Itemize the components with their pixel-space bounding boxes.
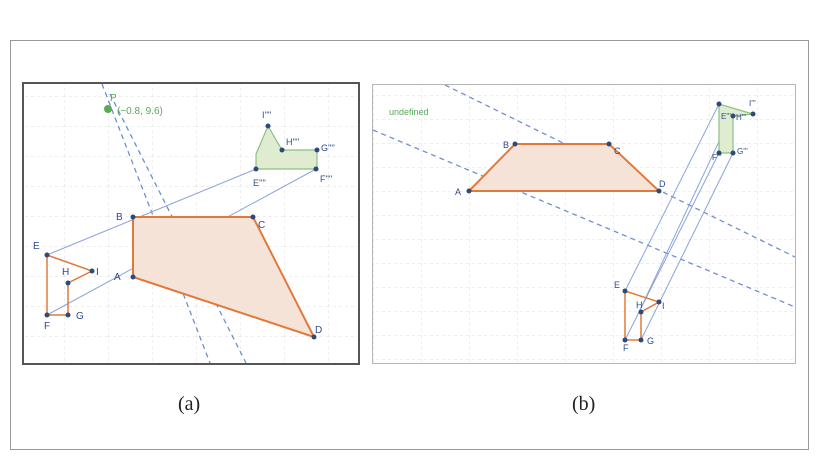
label-f: F [44, 321, 50, 332]
label-i: I [96, 267, 99, 278]
label-g2: G'''' [321, 143, 335, 153]
label-g: G [647, 336, 654, 346]
label-c: C [614, 146, 621, 156]
label-g2: G''' [737, 147, 748, 156]
dashed-line-2 [444, 84, 796, 258]
label-i2: I'''' [262, 110, 272, 120]
panel-b-canvas: undefined A B C D E F G H I E''' I''' H'… [372, 84, 796, 363]
label-h: H [62, 267, 69, 278]
panel-a-canvas: P (−0.8, 9.6) B C D A E F G H I I'''' H'… [24, 83, 358, 364]
label-i2: I''' [749, 99, 756, 108]
label-b: B [503, 140, 509, 150]
shape-efghi [624, 289, 661, 341]
label-f2: F''' [712, 153, 722, 162]
points-b [466, 101, 756, 343]
label-p: P [110, 93, 117, 104]
image-shape [718, 103, 754, 154]
label-h: H [636, 300, 643, 310]
connector-g [640, 152, 734, 341]
caption-a: (a) [178, 393, 201, 415]
label-i: I [662, 301, 665, 311]
connector-e [46, 168, 257, 256]
label-b: B [116, 212, 123, 223]
points-a [44, 123, 320, 340]
caption-b: (b) [572, 393, 596, 415]
connector-e [624, 103, 720, 292]
dashed-line-1 [372, 129, 796, 308]
label-d: D [659, 179, 666, 189]
label-e2: E''' [721, 112, 731, 121]
label-p-coords: (−0.8, 9.6) [117, 106, 163, 117]
point-p [104, 105, 112, 113]
label-a: A [455, 187, 461, 197]
label-e: E [33, 241, 40, 252]
connector-h [638, 115, 732, 313]
mirror-line-1 [101, 83, 211, 364]
shape-efghi [46, 253, 94, 316]
label-c: C [258, 220, 265, 231]
label-f: F [623, 343, 629, 353]
panel-b: undefined A B C D E F G H I E''' I''' H'… [372, 84, 796, 364]
label-d: D [315, 325, 322, 336]
label-undefined: undefined [389, 107, 429, 117]
label-h2: H''' [736, 113, 747, 122]
label-f2: F'''' [320, 174, 333, 184]
label-e: E [614, 280, 620, 290]
label-a: A [114, 272, 121, 283]
label-e2: E'''' [253, 178, 266, 188]
label-h2: H'''' [286, 137, 300, 147]
label-g: G [76, 311, 84, 322]
panel-a: P (−0.8, 9.6) B C D A E F G H I I'''' H'… [22, 82, 360, 365]
